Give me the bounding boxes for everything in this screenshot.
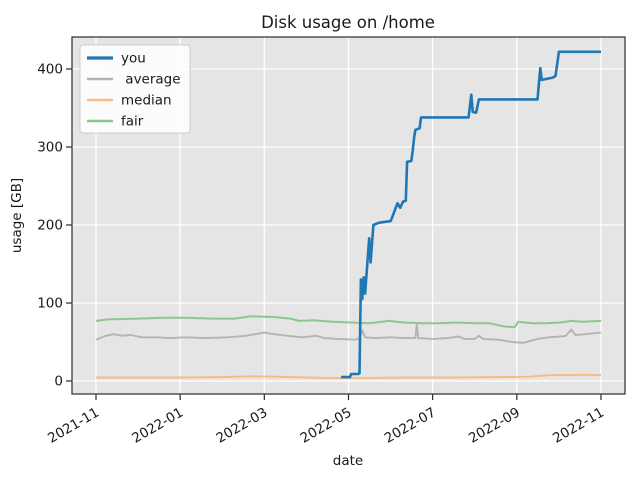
x-tick-label-2022-11: 2022-11	[550, 405, 607, 447]
legend-label-fair: fair	[121, 114, 144, 130]
legend-label-average: average	[121, 72, 181, 88]
y-tick-label-400: 400	[37, 62, 63, 78]
y-tick-label-200: 200	[37, 218, 63, 234]
x-axis-title: date	[333, 453, 363, 469]
x-tick-label-2022-01: 2022-01	[129, 405, 186, 447]
grid-layer	[72, 37, 625, 394]
x-tick-label-2022-07: 2022-07	[382, 405, 439, 447]
x-tick-label-2022-03: 2022-03	[213, 405, 270, 447]
legend-box	[79, 44, 191, 134]
legend-label-you: you	[121, 51, 146, 67]
x-tick-label-2022-09: 2022-09	[466, 405, 523, 447]
series-line-fair	[95, 315, 602, 329]
y-axis-title: usage [GB]	[9, 178, 25, 253]
y-tick-label-0: 0	[54, 374, 63, 390]
legend-label-median: median	[121, 93, 172, 109]
series-line-average	[95, 323, 602, 344]
legend: you average median fair	[79, 44, 191, 134]
series-layer	[95, 50, 602, 379]
chart-title: Disk usage on /home	[261, 13, 435, 32]
y-tick-label-300: 300	[37, 140, 63, 156]
x-tick-label-2021-11: 2021-11	[45, 405, 102, 447]
series-line-median	[96, 373, 602, 379]
y-tick-label-100: 100	[37, 296, 63, 312]
series-line-you	[341, 50, 601, 379]
x-tick-label-2022-05: 2022-05	[298, 405, 355, 447]
